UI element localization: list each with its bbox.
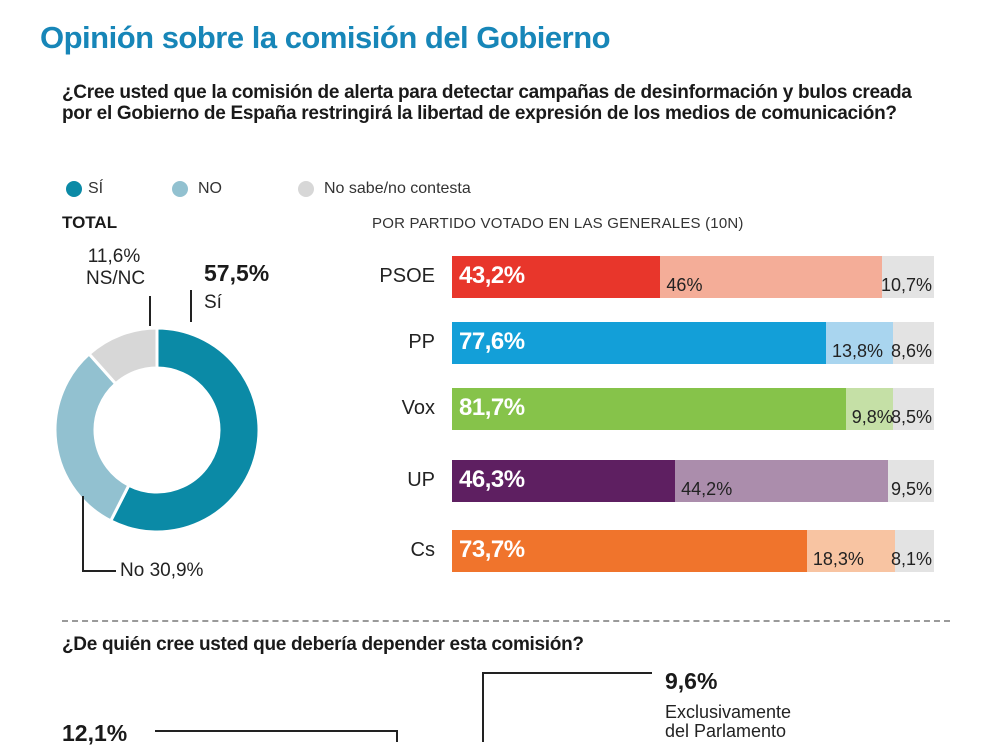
bar-label-up-yes: 46,3% bbox=[459, 466, 525, 493]
bottom-leader-vertical bbox=[482, 672, 484, 742]
bottom-desc-parliament: Exclusivamente del Parlamento bbox=[665, 703, 791, 741]
bar-label-psoe-ns: 10,7% bbox=[880, 275, 932, 295]
bar-label-pp-yes: 77,6% bbox=[459, 328, 525, 355]
survey-question-2: ¿De quién cree usted que debería depende… bbox=[62, 634, 584, 655]
bar-label-pp-ns: 8,6% bbox=[890, 341, 932, 361]
bar-segment-up-yes: 46,3% bbox=[452, 460, 676, 502]
bar-segment-up-ns: 9,5% bbox=[888, 460, 934, 502]
party-label-pp: PP bbox=[408, 331, 435, 353]
donut-slice-no bbox=[53, 351, 131, 523]
legend-item-yes: SÍ bbox=[66, 178, 103, 200]
bar-segment-cs-ns: 8,1% bbox=[891, 530, 934, 572]
donut-value-yes: 57,5% bbox=[204, 260, 270, 286]
bar-label-vox-yes: 81,7% bbox=[459, 394, 525, 421]
donut-chart bbox=[53, 326, 261, 534]
bottom-leader-left-tick bbox=[396, 730, 398, 742]
bar-segment-vox-no: 9,8% bbox=[845, 388, 894, 430]
bar-segment-vox-yes: 81,7% bbox=[452, 388, 846, 430]
bar-segment-pp-yes: 77,6% bbox=[452, 322, 827, 364]
bar-row-psoe: 43,2% 46% 10,7% bbox=[452, 256, 934, 298]
leader-line-no-h bbox=[82, 570, 116, 572]
legend-item-nsnc: No sabe/no contesta bbox=[298, 178, 471, 200]
bar-segment-psoe-ns: 10,7% bbox=[880, 256, 934, 298]
leader-line-yes bbox=[190, 290, 192, 322]
bar-label-cs-yes: 73,7% bbox=[459, 536, 525, 563]
bar-segment-cs-yes: 73,7% bbox=[452, 530, 807, 572]
leader-line-no-v bbox=[82, 496, 84, 572]
bar-label-vox-ns: 8,5% bbox=[890, 407, 932, 427]
legend-swatch-no bbox=[172, 181, 188, 197]
bottom-leader-horizontal bbox=[482, 672, 652, 674]
bar-label-psoe-yes: 43,2% bbox=[459, 262, 525, 289]
donut-value-nsnc: 11,6% bbox=[87, 246, 141, 267]
party-label-cs: Cs bbox=[410, 539, 435, 561]
bar-label-psoe-no: 46% bbox=[666, 275, 703, 295]
bar-segment-psoe-yes: 43,2% bbox=[452, 256, 661, 298]
bar-segment-psoe-no: 46% bbox=[660, 256, 883, 298]
bar-label-up-ns: 9,5% bbox=[890, 479, 932, 499]
bar-label-vox-no: 9,8% bbox=[851, 407, 893, 427]
party-label-psoe: PSOE bbox=[379, 265, 435, 287]
bar-label-up-no: 44,2% bbox=[681, 479, 733, 499]
bar-segment-cs-no: 18,3% bbox=[806, 530, 895, 572]
bottom-pct-left: 12,1% bbox=[62, 720, 128, 746]
bottom-leader-left bbox=[155, 730, 398, 732]
bar-label-pp-no: 13,8% bbox=[832, 341, 884, 361]
bar-row-pp: 77,6% 13,8% 8,6% bbox=[452, 322, 934, 364]
page-title: Opinión sobre la comisión del Gobierno bbox=[40, 20, 611, 55]
legend-swatch-yes bbox=[66, 181, 82, 197]
legend-label-no: NO bbox=[198, 180, 222, 197]
bar-segment-pp-ns: 8,6% bbox=[890, 322, 934, 364]
legend-item-no: NO bbox=[172, 178, 222, 200]
bar-segment-pp-no: 13,8% bbox=[826, 322, 893, 364]
bar-label-cs-ns: 8,1% bbox=[890, 549, 932, 569]
section-divider bbox=[62, 620, 950, 622]
donut-slice-s bbox=[108, 326, 261, 534]
donut-value-no: No 30,9% bbox=[120, 560, 204, 581]
donut-label-nsnc: 11,6% NS/NC bbox=[86, 246, 146, 290]
party-chart-header: POR PARTIDO VOTADO EN LAS GENERALES (10N… bbox=[372, 215, 744, 232]
bar-segment-vox-ns: 8,5% bbox=[890, 388, 934, 430]
leader-line-nsnc bbox=[149, 296, 151, 326]
bottom-desc-line-1: Exclusivamente bbox=[665, 702, 792, 722]
legend-label-nsnc: No sabe/no contesta bbox=[324, 180, 471, 197]
bottom-pct-parliament: 9,6% bbox=[665, 668, 718, 694]
bar-row-up: 46,3% 44,2% 9,5% bbox=[452, 460, 934, 502]
donut-category-nsnc: NS/NC bbox=[86, 268, 146, 289]
legend-swatch-nsnc bbox=[298, 181, 314, 197]
bar-row-vox: 81,7% 9,8% 8,5% bbox=[452, 388, 934, 430]
bottom-desc-line-2: del Parlamento bbox=[665, 721, 787, 741]
survey-question: ¿Cree usted que la comisión de alerta pa… bbox=[62, 82, 912, 124]
bar-row-cs: 73,7% 18,3% 8,1% bbox=[452, 530, 934, 572]
total-label: TOTAL bbox=[62, 213, 118, 232]
bar-label-cs-no: 18,3% bbox=[812, 549, 864, 569]
donut-category-yes: Sí bbox=[204, 292, 222, 313]
party-label-up: UP bbox=[407, 469, 435, 491]
party-label-vox: Vox bbox=[401, 397, 435, 419]
donut-slice-nsnc bbox=[86, 326, 159, 386]
bar-segment-up-no: 44,2% bbox=[675, 460, 889, 502]
legend-label-yes: SÍ bbox=[88, 180, 104, 197]
